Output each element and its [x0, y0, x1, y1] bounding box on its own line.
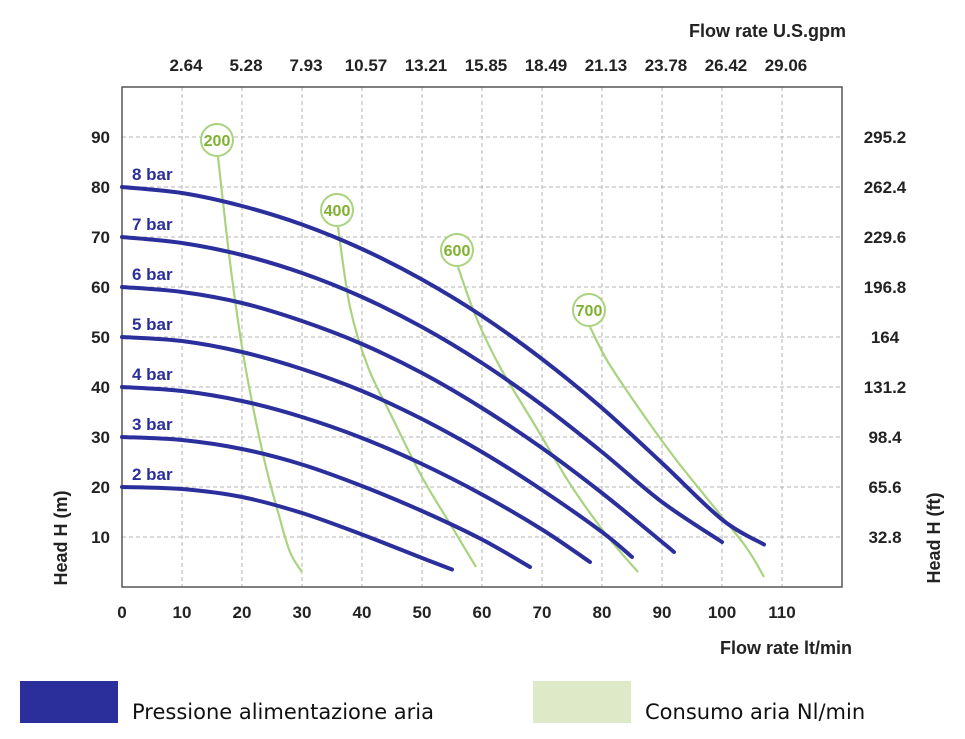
series-label: 6 bar — [132, 265, 173, 284]
air-curve-700 — [589, 326, 765, 578]
y-tick-label: 30 — [91, 428, 110, 447]
y-axis-title-left: Head H (m) — [51, 490, 71, 585]
legend-pressure-swatch — [20, 681, 118, 723]
air-label-circle — [200, 123, 234, 157]
y-tick-label: 40 — [91, 378, 110, 397]
y-right-tick-label: 229.6 — [864, 228, 907, 247]
y-tick-label: 70 — [91, 228, 110, 247]
air-curve-600 — [456, 266, 639, 573]
x-tick-label: 60 — [473, 603, 492, 622]
series-line-4-bar — [120, 385, 592, 564]
y-ticks-left: 10 20 30 40 50 60 70 80 90 — [91, 128, 110, 547]
air-label-circle — [320, 193, 354, 227]
y-tick-label: 90 — [91, 128, 110, 147]
legend-air-swatch — [533, 681, 631, 723]
series-label: 4 bar — [132, 365, 173, 384]
x-tick-label: 110 — [768, 603, 795, 622]
x-axis-title-top: Flow rate U.S.gpm — [689, 21, 846, 41]
series-line-6-bar — [120, 285, 676, 554]
air-curve-400 — [336, 226, 477, 568]
series-line-8-bar — [120, 185, 766, 547]
y-tick-label: 60 — [91, 278, 110, 297]
x-top-tick-label: 29.06 — [765, 56, 808, 75]
air-curve-200 — [216, 156, 303, 573]
y-tick-label: 20 — [91, 478, 110, 497]
x-top-tick-label: 5.28 — [229, 56, 262, 75]
x-tick-label: 40 — [353, 603, 372, 622]
y-right-tick-label: 295.2 — [864, 128, 907, 147]
x-tick-label: 20 — [233, 603, 252, 622]
y-right-tick-label: 196.8 — [864, 278, 907, 297]
legend-pressure: Pressione alimentazione aria — [20, 681, 434, 723]
x-tick-label: 70 — [533, 603, 552, 622]
x-tick-label: 30 — [293, 603, 312, 622]
air-label-700: 700 — [576, 303, 603, 320]
series-line-2-bar — [120, 485, 454, 572]
air-consumption-curves: 200 400 600 700 — [200, 123, 765, 578]
y-tick-label: 10 — [91, 528, 110, 547]
x-tick-label: 100 — [708, 603, 736, 622]
x-tick-label: 80 — [593, 603, 612, 622]
x-top-tick-label: 21.13 — [585, 56, 628, 75]
y-right-tick-label: 131.2 — [864, 378, 907, 397]
air-label-circle — [440, 233, 474, 267]
x-tick-label: 10 — [173, 603, 192, 622]
x-ticks-top: 2.64 5.28 7.93 10.57 13.21 15.85 18.49 21.13 23.… — [169, 56, 807, 75]
series-label: 8 bar — [132, 165, 173, 184]
x-tick-label: 50 — [413, 603, 432, 622]
x-top-tick-label: 10.57 — [345, 56, 388, 75]
y-right-tick-label: 32.8 — [868, 528, 901, 547]
series-label: 5 bar — [132, 315, 173, 334]
air-label-circle — [572, 293, 606, 327]
x-axis-title-bottom: Flow rate lt/min — [720, 638, 852, 658]
legend-air: Consumo aria Nl/min — [533, 681, 865, 723]
x-top-tick-label: 2.64 — [169, 56, 203, 75]
y-ticks-right: 32.8 65.6 98.4 131.2 164 196.8 229.6 262.4 295.2 — [864, 128, 907, 547]
series-line-3-bar — [120, 435, 532, 569]
series-label: 3 bar — [132, 415, 173, 434]
x-top-tick-label: 7.93 — [289, 56, 322, 75]
y-right-tick-label: 164 — [871, 328, 900, 347]
y-right-tick-label: 98.4 — [868, 428, 902, 447]
series-label: 2 bar — [132, 465, 173, 484]
x-top-tick-label: 13.21 — [405, 56, 448, 75]
air-label-200: 200 — [204, 133, 231, 150]
x-top-tick-label: 23.78 — [645, 56, 688, 75]
air-label-600: 600 — [444, 243, 471, 260]
y-right-tick-label: 65.6 — [868, 478, 901, 497]
series-line-5-bar — [120, 335, 634, 559]
legend-air-label: Consumo aria Nl/min — [645, 700, 866, 724]
air-label-400: 400 — [324, 203, 351, 220]
legend-pressure-label: Pressione alimentazione aria — [132, 700, 434, 724]
series-label: 7 bar — [132, 215, 173, 234]
x-tick-label: 0 — [117, 603, 126, 622]
grid — [122, 87, 842, 587]
series-line-7-bar — [120, 235, 724, 544]
y-axis-title-right: Head H (ft) — [924, 493, 944, 584]
x-ticks-bottom: 0 10 20 30 40 50 60 70 80 90 100 110 — [117, 603, 795, 622]
y-tick-label: 80 — [91, 178, 110, 197]
x-tick-label: 90 — [653, 603, 672, 622]
y-tick-label: 50 — [91, 328, 110, 347]
x-top-tick-label: 15.85 — [465, 56, 508, 75]
x-top-tick-label: 26.42 — [705, 56, 748, 75]
y-right-tick-label: 262.4 — [864, 178, 907, 197]
x-top-tick-label: 18.49 — [525, 56, 568, 75]
pressure-curves: 2 bar 3 bar 4 bar 5 bar 6 bar 7 bar 8 bar — [120, 165, 766, 572]
